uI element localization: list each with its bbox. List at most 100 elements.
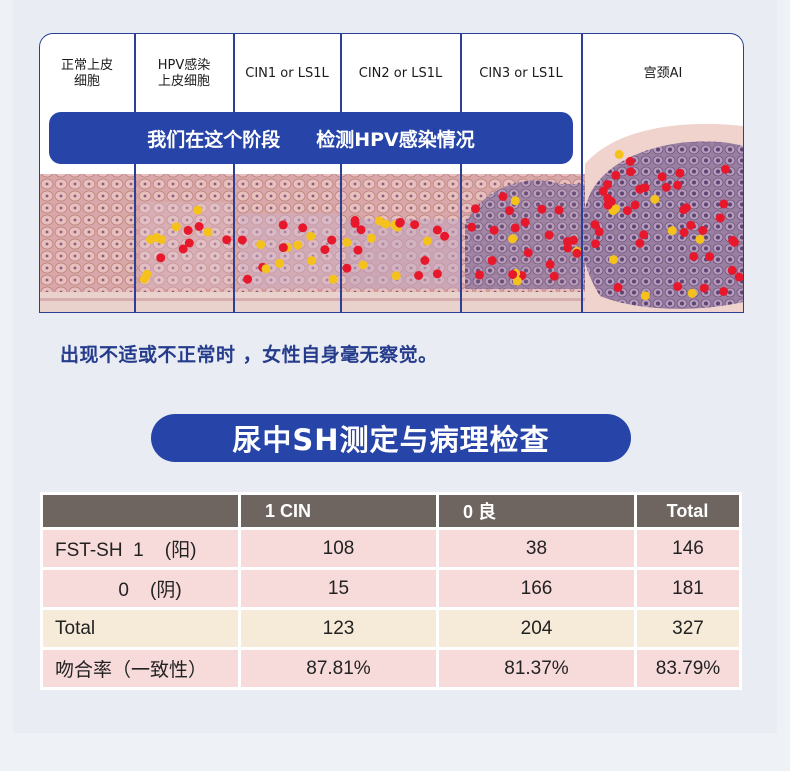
virus-dot [598, 186, 608, 196]
virus-dot [675, 168, 685, 178]
virus-dot [523, 248, 533, 258]
virus-dot [611, 170, 621, 180]
stage-divider [134, 34, 136, 312]
table-row: Total 123 204 327 [43, 610, 739, 647]
virus-dot [237, 235, 247, 245]
virus-dot [508, 234, 518, 244]
table-cell: 108 [241, 530, 436, 567]
virus-dot [512, 276, 522, 286]
virus-dot [293, 240, 303, 250]
virus-dot [622, 206, 632, 216]
virus-dot [554, 205, 564, 215]
virus-dot [609, 255, 618, 265]
virus-dot [298, 223, 308, 233]
virus-dot [475, 270, 484, 280]
virus-dot [278, 243, 288, 253]
banner-text-right: 检测HPV感染情况 [316, 128, 475, 151]
virus-dot [152, 233, 162, 242]
virus-dot [520, 217, 530, 227]
row-label: 0 (阴) [43, 570, 238, 607]
virus-dot [410, 220, 420, 230]
virus-dot [183, 225, 193, 235]
virus-dot [686, 220, 696, 230]
virus-dot [681, 203, 691, 213]
table-cell: 204 [439, 610, 634, 647]
virus-dot [661, 182, 671, 192]
virus-dot [395, 218, 405, 228]
virus-dot [657, 172, 667, 182]
virus-dot [606, 197, 616, 207]
virus-dot [139, 274, 149, 284]
table-row: FST-SH 1 (阳) 108 38 146 [43, 530, 739, 567]
symptom-note: 出现不适或不正常时 ，女性自身毫无察觉。 [60, 344, 438, 366]
virus-dot [594, 227, 604, 237]
virus-dot [414, 271, 424, 280]
virus-dot [307, 256, 317, 266]
virus-dot [667, 226, 677, 236]
virus-dot [695, 234, 705, 244]
detection-stage-banner: 我们在这个阶段 检测HPV感染情况 [49, 112, 573, 164]
virus-dot [719, 287, 729, 296]
stage-label-cin1: CIN1 or LS1L [245, 66, 329, 81]
virus-dot [327, 235, 337, 245]
row-label: FST-SH 1 (阳) [43, 530, 238, 567]
table-header-cell: Total [637, 495, 739, 527]
virus-dot [422, 236, 432, 246]
virus-dot [510, 223, 520, 233]
virus-dot [353, 245, 363, 255]
virus-dot [391, 271, 401, 281]
virus-dot [699, 283, 709, 293]
virus-dot [366, 233, 376, 243]
virus-dot [193, 205, 203, 215]
virus-dot [275, 258, 285, 268]
virus-dot [342, 237, 352, 247]
virus-dot [203, 227, 213, 237]
virus-dot [420, 256, 430, 265]
virus-dot [432, 225, 442, 235]
virus-dot [350, 218, 360, 228]
virus-dot [639, 230, 649, 240]
virus-dot [278, 220, 288, 230]
virus-dot [544, 230, 554, 240]
stage-divider [460, 34, 462, 312]
virus-dot [356, 225, 366, 235]
virus-dot [650, 194, 660, 204]
virus-dot [689, 252, 699, 261]
table-cell: 38 [439, 530, 634, 567]
virus-dot [171, 222, 181, 232]
stage-label-cancer: 宫颈AI [643, 66, 683, 81]
virus-dot [498, 192, 508, 201]
virus-dot [640, 291, 650, 301]
virus-dot [243, 274, 253, 284]
virus-dot [603, 180, 612, 189]
virus-dot [156, 253, 166, 263]
stage-labels: 正常上皮 细胞 HPV感染 上皮细胞 CIN1 or LS1L CIN2 or … [40, 34, 743, 114]
virus-dot [256, 240, 266, 250]
virus-dot [261, 264, 271, 274]
table-cell: 146 [637, 530, 739, 567]
virus-dot [728, 235, 738, 245]
virus-dot [679, 227, 689, 237]
stage-divider [581, 34, 583, 312]
virus-dot [721, 164, 730, 174]
row-label: Total [43, 610, 238, 647]
virus-dot [194, 222, 204, 231]
virus-dot [734, 272, 743, 282]
virus-dot [572, 248, 582, 258]
virus-dot [545, 259, 555, 269]
section-title: 尿中SH测定与病理检查 [151, 414, 631, 462]
table-header-cell [43, 495, 238, 527]
stage-divider [340, 34, 342, 312]
virus-dot [184, 238, 194, 248]
stage-divider [233, 34, 235, 312]
table-row: 0 (阴) 15 166 181 [43, 570, 739, 607]
virus-dot [358, 260, 368, 270]
virus-dot [342, 263, 352, 273]
virus-dot [698, 226, 708, 235]
virus-dot [432, 269, 442, 279]
virus-dot [613, 282, 623, 292]
virus-dot [178, 244, 188, 254]
virus-dot [549, 271, 559, 281]
tissue-illustration [40, 123, 743, 312]
virus-dot [630, 200, 640, 210]
